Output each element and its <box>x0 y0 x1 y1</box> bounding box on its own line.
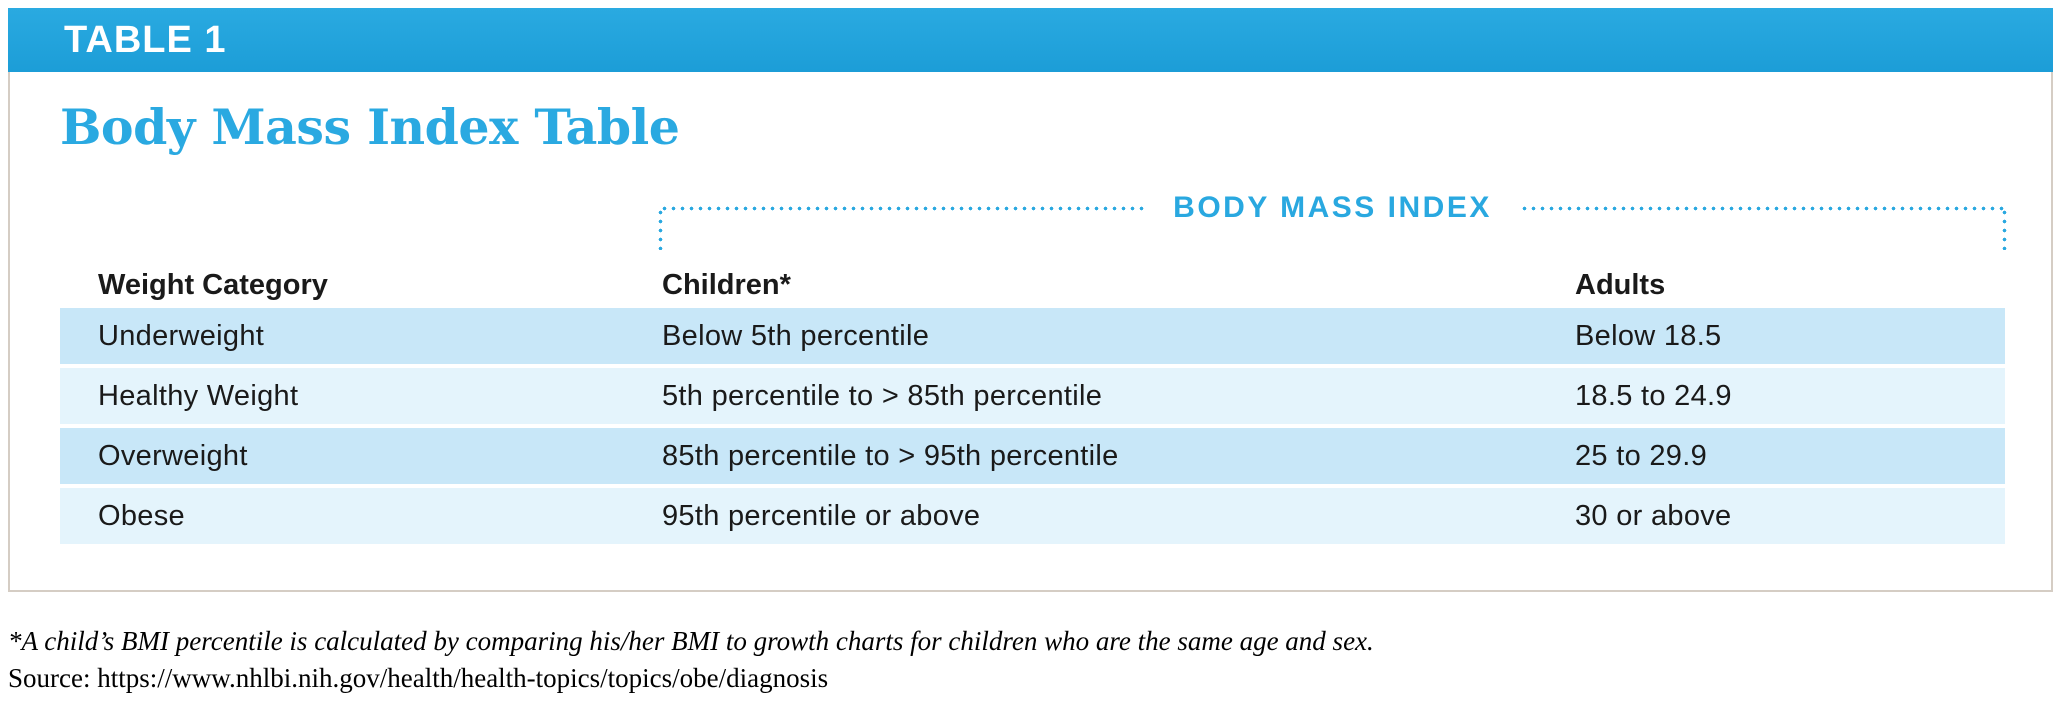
adults-cell: 18.5 to 24.9 <box>1575 379 1732 412</box>
weight-category-cell: Underweight <box>98 319 265 352</box>
table-row: Healthy Weight 5th percentile to > 85th … <box>60 368 2005 424</box>
table-title: Body Mass Index Table <box>60 98 680 156</box>
weight-category-cell: Obese <box>98 499 185 532</box>
table-row: Obese 95th percentile or above 30 or abo… <box>60 488 2005 544</box>
bmi-table: Weight Category Children* Adults Underwe… <box>60 258 2005 548</box>
column-header-adults: Adults <box>1575 269 1666 301</box>
children-cell: Below 5th percentile <box>662 319 930 352</box>
dotted-line-left <box>660 205 1146 211</box>
weight-category-cell: Overweight <box>98 439 248 472</box>
table-tag-label: TABLE 1 <box>64 19 227 61</box>
column-header-weight-category: Weight Category <box>98 269 328 301</box>
children-cell: 95th percentile or above <box>662 499 981 532</box>
bracket-corner-left <box>658 208 663 250</box>
adults-cell: 25 to 29.9 <box>1575 439 1707 472</box>
dotted-line-right <box>1519 205 2006 211</box>
adults-cell: 30 or above <box>1575 499 1732 532</box>
bmi-column-bracket: BODY MASS INDEX <box>658 191 2007 250</box>
children-cell: 85th percentile to > 95th percentile <box>662 439 1119 472</box>
bmi-group-label: BODY MASS INDEX <box>1173 191 1492 224</box>
table-header-row: Weight Category Children* Adults <box>60 258 2005 302</box>
table-row: Overweight 85th percentile to > 95th per… <box>60 428 2005 484</box>
children-cell: 5th percentile to > 85th percentile <box>662 379 1103 412</box>
bracket-corner-right <box>2002 208 2007 250</box>
column-header-children: Children* <box>662 269 791 301</box>
footnote: *A child’s BMI percentile is calculated … <box>8 626 1374 656</box>
table-row: Underweight Below 5th percentile Below 1… <box>60 308 2005 364</box>
weight-category-cell: Healthy Weight <box>98 379 299 412</box>
table-tag-bar: TABLE 1 <box>8 8 2053 72</box>
table-figure-card: TABLE 1 Body Mass Index Table BODY MASS … <box>8 8 2053 592</box>
source-line: Source: https://www.nhlbi.nih.gov/health… <box>8 663 829 693</box>
adults-cell: Below 18.5 <box>1575 319 1722 352</box>
